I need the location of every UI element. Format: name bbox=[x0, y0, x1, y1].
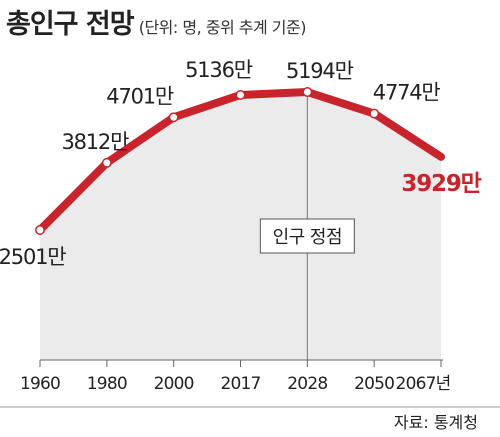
chart-title: 총인구 전망 bbox=[6, 9, 135, 40]
source-note: 자료: 통계청 bbox=[393, 413, 478, 432]
data-point bbox=[101, 157, 112, 168]
x-tick-label: 2000 bbox=[154, 374, 194, 394]
area-fill bbox=[40, 92, 441, 360]
x-axis-tick-labels: 1960 1980 2000 2017 2028 2050 2067년 bbox=[20, 374, 451, 394]
data-label: 3812만 bbox=[61, 130, 129, 154]
data-point bbox=[235, 90, 246, 100]
data-labels: 2501만 3812만 4701만 5136만 5194만 4774만 3929만 bbox=[0, 58, 483, 269]
data-label: 5194만 bbox=[286, 59, 354, 83]
data-points bbox=[35, 87, 380, 235]
chart-header: 총인구 전망 (단위: 명, 중위 추계 기준) bbox=[6, 2, 307, 41]
data-label: 5136만 bbox=[185, 58, 253, 82]
x-tick-label: 1960 bbox=[20, 374, 60, 394]
x-axis-ticks bbox=[39, 360, 442, 367]
data-point bbox=[302, 87, 313, 97]
peak-annotation-box bbox=[259, 218, 355, 254]
x-tick-label: 2028 bbox=[287, 374, 327, 394]
x-tick-label: 2017 bbox=[220, 374, 260, 394]
data-label: 4701만 bbox=[106, 84, 174, 108]
data-label: 4774만 bbox=[373, 81, 441, 105]
data-point bbox=[168, 112, 179, 123]
data-point bbox=[369, 108, 380, 119]
peak-annotation-label: 인구 정점 bbox=[273, 227, 342, 248]
data-label: 3929만 bbox=[401, 171, 481, 197]
data-label: 2501만 bbox=[0, 245, 66, 269]
data-point bbox=[35, 225, 45, 235]
peak-annotation: 인구 정점 bbox=[259, 218, 355, 254]
x-tick-label: 2067년 bbox=[396, 374, 451, 394]
x-tick-label: 1980 bbox=[87, 374, 127, 394]
x-tick-label: 2050 bbox=[354, 374, 394, 394]
chart-subtitle: (단위: 명, 중위 추계 기준) bbox=[138, 18, 307, 37]
